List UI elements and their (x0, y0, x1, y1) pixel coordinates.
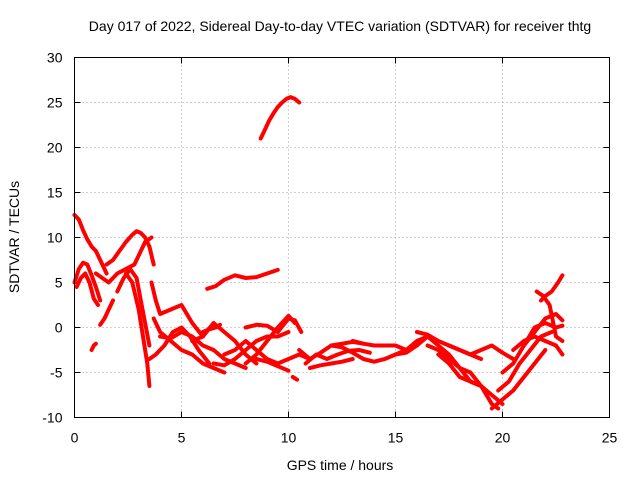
y-tick-label: 5 (55, 275, 63, 291)
series-track-31 (425, 343, 501, 411)
y-axis-label: SDTVAR / TECUs (6, 181, 22, 293)
x-tick-label: 20 (495, 430, 511, 446)
y-tick-label: 10 (47, 230, 63, 246)
series-track-25 (303, 348, 372, 366)
y-tick-label: -5 (50, 365, 63, 381)
data-series (72, 95, 565, 411)
series-track-20 (243, 313, 297, 366)
x-tick-label: 0 (71, 430, 79, 446)
series-track-06 (98, 298, 115, 327)
plot-frame (74, 57, 610, 418)
series-track-37 (511, 334, 565, 357)
series-track-29 (393, 334, 484, 388)
series-track-26 (307, 357, 355, 370)
x-tick-label: 5 (178, 430, 186, 446)
chart-title: Day 017 of 2022, Sidereal Day-to-day VTE… (89, 18, 591, 34)
series-track-38 (521, 321, 565, 348)
y-tick-label: -10 (42, 410, 62, 426)
series-track-33 (447, 343, 516, 361)
series-track-14 (190, 321, 259, 366)
series-track-18 (222, 339, 312, 366)
series-track-40 (534, 289, 565, 343)
series-track-03 (74, 271, 100, 307)
series-track-04 (89, 341, 98, 352)
y-tick-label: 30 (47, 50, 63, 66)
series-track-35 (496, 330, 554, 393)
series-track-15 (200, 322, 222, 334)
series-track-12 (151, 316, 227, 375)
series-track-36 (500, 312, 565, 375)
y-tick-label: 15 (47, 185, 63, 201)
y-tick-label: 25 (47, 95, 63, 111)
x-tick-label: 25 (602, 430, 618, 446)
series-track-21 (254, 357, 291, 373)
series-track-22 (258, 95, 302, 141)
series-track-16 (205, 267, 280, 291)
series-track-02 (72, 260, 103, 303)
tick-labels: 0 5 10 15 20 25 -10 -5 0 5 10 15 20 25 30 (42, 50, 617, 446)
x-axis-label: GPS time / hours (287, 457, 394, 473)
y-tick-label: 20 (47, 140, 63, 156)
series-track-32 (436, 352, 505, 406)
series-track-34 (489, 348, 548, 411)
series-track-11 (149, 280, 205, 339)
x-tick-label: 10 (281, 430, 297, 446)
series-track-05 (93, 235, 154, 285)
series-track-08 (115, 267, 152, 348)
y-tick-label: 0 (55, 320, 63, 336)
series-track-09 (123, 271, 152, 388)
series-track-07 (104, 229, 156, 267)
series-track-23 (290, 375, 300, 382)
series-track-01 (72, 213, 109, 276)
series-track-10 (147, 325, 212, 366)
x-tick-label: 15 (388, 430, 404, 446)
